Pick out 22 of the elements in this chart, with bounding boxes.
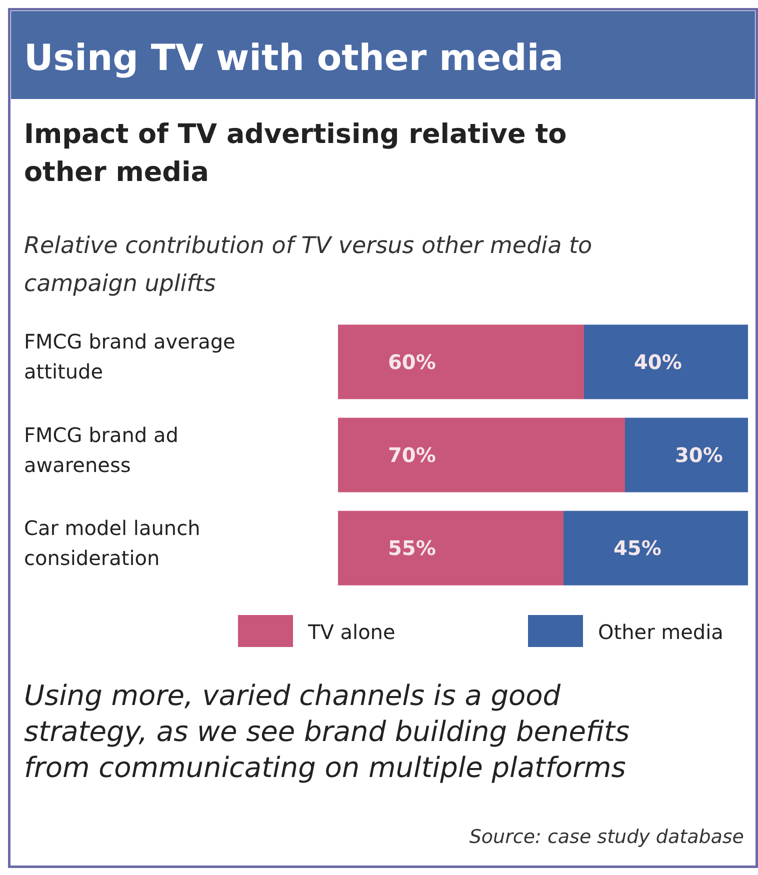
bar xyxy=(625,418,748,492)
bar xyxy=(338,418,625,492)
chart-subtitle: Impact of TV advertising relative to other media xyxy=(24,119,567,188)
bar xyxy=(338,324,584,400)
bar xyxy=(584,324,748,400)
data-label: 45% xyxy=(614,536,662,560)
legend-label: TV alone xyxy=(307,620,396,644)
text: Using more, varied channels is a good strategy, as we see brand building benefits from communicating on multiple platforms xyxy=(24,679,630,784)
legend-label: Other media xyxy=(598,620,724,644)
text: Relative contribution of TV versus other media to campaign uplifts xyxy=(24,233,592,297)
y-tick-label: Car model launch consideration xyxy=(24,516,200,570)
y-tick-label: FMCG brand ad awareness xyxy=(24,422,178,477)
data-label: 60% xyxy=(388,350,436,374)
data-label: 55% xyxy=(388,536,436,560)
source-note: Source: case study database xyxy=(469,826,744,848)
bar xyxy=(338,510,564,586)
data-label: 30% xyxy=(675,443,723,467)
bar xyxy=(564,510,748,586)
data-label: 40% xyxy=(634,350,682,374)
chart-title: Using TV with other media xyxy=(24,38,564,79)
y-tick-label: FMCG brand average attitude xyxy=(24,330,236,384)
data-label: 70% xyxy=(388,443,436,467)
